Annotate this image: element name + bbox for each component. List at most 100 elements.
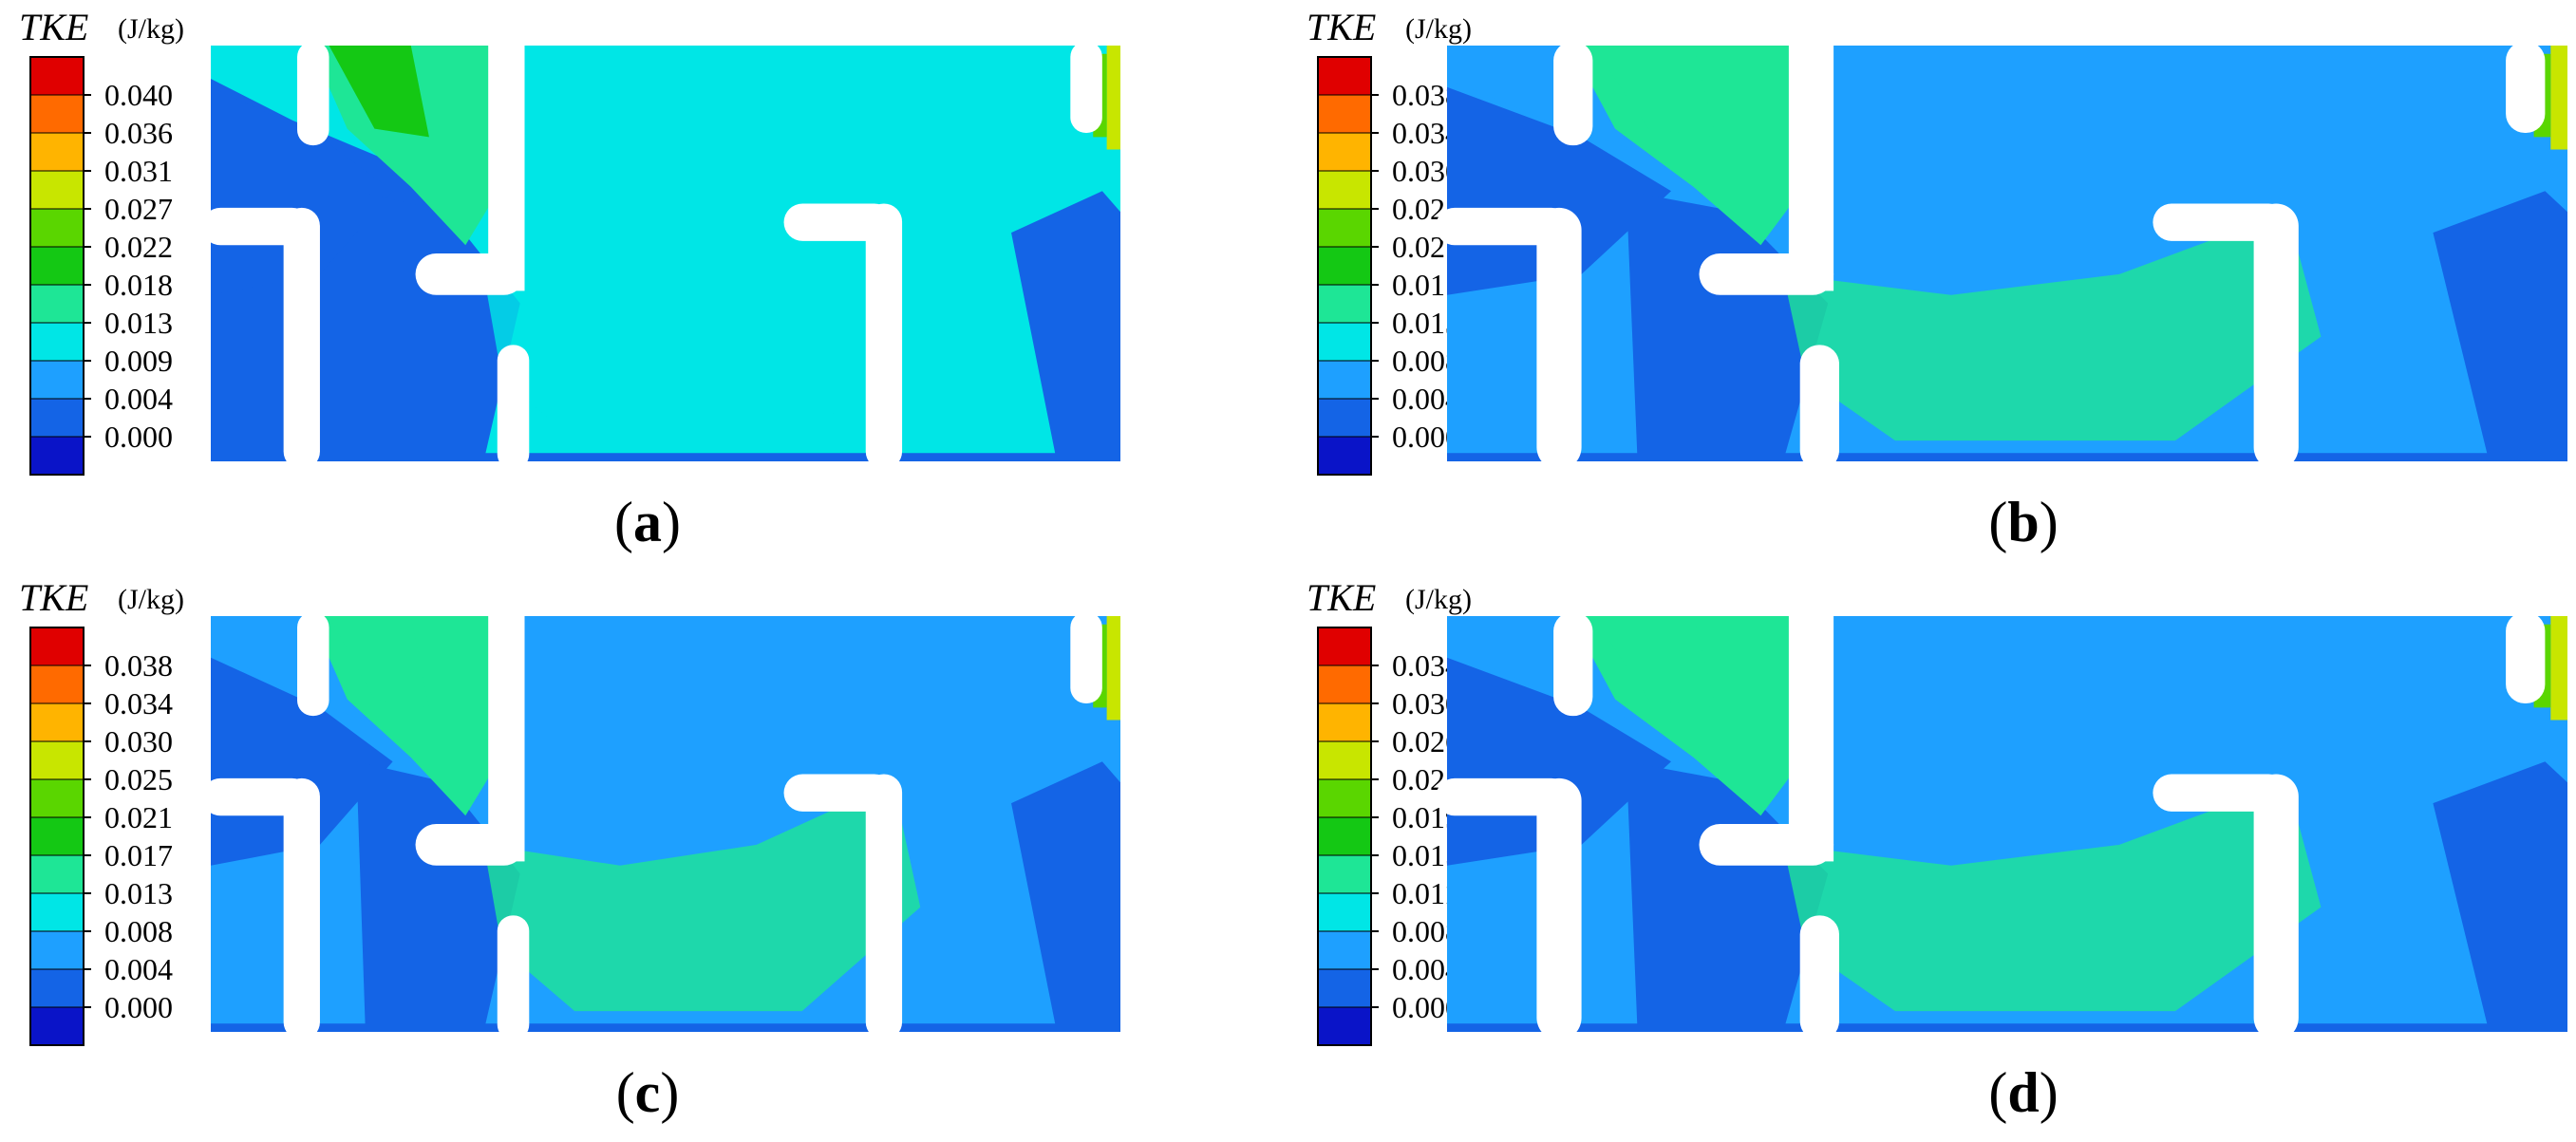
baffle-l1-stem xyxy=(283,777,320,1040)
colorbar-tick-label: 0.036 xyxy=(104,116,173,150)
colorbar-segment xyxy=(29,1006,85,1046)
legend-unit: (J/kg) xyxy=(118,584,184,615)
colorbar-segment xyxy=(1317,94,1372,134)
colorbar-segment xyxy=(1317,816,1372,856)
colorbar-tick-label: 0.022 xyxy=(104,230,173,264)
colorbar-tick-label: 0.018 xyxy=(104,268,173,302)
baffle-bottom xyxy=(497,915,530,1040)
colorbar-segment xyxy=(1317,246,1372,286)
colorbar-segment xyxy=(1317,665,1372,704)
colorbar-segment xyxy=(1317,322,1372,362)
colorbar-tick-label: 0.031 xyxy=(104,154,173,188)
colorbar-segment xyxy=(29,778,85,818)
colorbar-tick-label: 0.013 xyxy=(104,306,173,340)
colorbar-segment xyxy=(29,246,85,286)
colorbar-tick-label: 0.034 xyxy=(104,686,173,721)
baffle-l2-arm xyxy=(415,824,525,866)
colorbar-segment xyxy=(29,436,85,476)
colorbar-segment xyxy=(1317,740,1372,780)
high-tke-edge xyxy=(2550,46,2567,150)
colorbar-segment xyxy=(29,968,85,1008)
colorbar-frame xyxy=(1317,627,1372,1046)
colorbar-segment xyxy=(1317,968,1372,1008)
colorbar-segment xyxy=(29,284,85,324)
low-tke-region xyxy=(1011,761,1120,1032)
baffle-top-2 xyxy=(2506,41,2546,133)
colorbar-segment xyxy=(29,398,85,438)
baffle-l2-arm xyxy=(1699,824,1834,866)
colorbar-segment xyxy=(29,892,85,932)
baffle-l1-stem xyxy=(283,207,320,470)
colorbar-segment xyxy=(1317,360,1372,400)
baffle-bottom xyxy=(1799,915,1839,1040)
colorbar-segment xyxy=(1317,892,1372,932)
legend-unit: (J/kg) xyxy=(1405,13,1472,45)
colorbar-segment xyxy=(29,930,85,970)
baffle-l1-stem xyxy=(1536,777,1582,1040)
colorbar-segment xyxy=(1317,436,1372,476)
colorbar-segment xyxy=(29,740,85,780)
high-tke-region xyxy=(1592,46,1717,138)
colorbar-segment xyxy=(29,208,85,248)
caption-a: (a) xyxy=(614,491,681,553)
wall-band xyxy=(1447,453,2567,461)
colorbar-segment xyxy=(1317,284,1372,324)
wall-band xyxy=(211,453,1120,461)
mid-tke-region xyxy=(1783,782,2322,1012)
wall-band xyxy=(211,1023,1120,1032)
legend-unit: (J/kg) xyxy=(118,13,184,45)
colorbar-segment xyxy=(29,132,85,172)
colorbar-segment xyxy=(29,360,85,400)
contour-plot-b: TKE (J/kg)0.0380.0340.0300.0250.0210.0170… xyxy=(1307,6,2567,476)
colorbar-segment xyxy=(29,702,85,742)
baffle-l3-stem xyxy=(2253,203,2299,470)
colorbar-segment xyxy=(29,816,85,856)
wall-band xyxy=(1447,1023,2567,1032)
colorbar-tick-label: 0.004 xyxy=(104,952,173,986)
baffle-l2-arm xyxy=(1699,253,1834,295)
panel-a: TKE (J/kg) 0.040 0.036 0.031 0.027 0.022 0.018 0… xyxy=(0,0,1288,571)
colorbar-tick-label: 0.000 xyxy=(104,420,173,454)
colorbar-frame xyxy=(1317,56,1372,476)
contour-plot-a: TKE (J/kg) 0.040 0.036 0.031 0.027 0.022 0.018 0… xyxy=(19,6,1120,476)
colorbar-segment xyxy=(29,94,85,134)
baffle-l2-stem xyxy=(488,611,525,862)
field-a xyxy=(201,41,1120,470)
colorbar-tick-label: 0.008 xyxy=(104,914,173,948)
mid-tke-region xyxy=(1783,212,2322,441)
low-tke-region xyxy=(2433,761,2567,1032)
baffle-l2-arm xyxy=(415,253,525,295)
mid-tke-region xyxy=(483,782,921,1012)
baffle-top-1 xyxy=(297,41,329,146)
colorbar-segment xyxy=(1317,702,1372,742)
baffle-top-2 xyxy=(1070,611,1102,703)
baffle-l3-stem xyxy=(865,203,903,470)
colorbar-segment xyxy=(1317,56,1372,96)
baffle-top-2 xyxy=(2506,611,2546,703)
baffle-top-1 xyxy=(1553,611,1593,717)
field-b xyxy=(1436,41,2567,470)
baffle-l2-stem xyxy=(488,41,525,291)
panel-d: TKE (J/kg) 0.034 0.030 0.026 0.023 0.019 0.015 0… xyxy=(1288,571,2575,1141)
colorbar-segment xyxy=(1317,778,1372,818)
colorbar-segment xyxy=(1317,1006,1372,1046)
field-d xyxy=(1436,611,2567,1040)
caption-c: (c) xyxy=(615,1061,680,1124)
colorbar-tick-label: 0.025 xyxy=(104,762,173,796)
colorbar-frame xyxy=(29,627,85,1046)
colorbar-segment xyxy=(1317,398,1372,438)
colorbar-d: TKE (J/kg)0.0340.0300.0260.0230.0190.0150… xyxy=(1307,576,1472,1046)
colorbar-segment xyxy=(29,854,85,894)
colorbar-tick-label: 0.017 xyxy=(104,838,173,872)
colorbar-segment xyxy=(29,170,85,210)
colorbar-segment xyxy=(1317,930,1372,970)
field-c xyxy=(201,611,1120,1040)
baffle-l1-stem xyxy=(1536,207,1582,470)
colorbar-segment xyxy=(29,322,85,362)
high-tke-region xyxy=(329,616,429,708)
high-tke-edge xyxy=(1106,616,1120,721)
colorbar-segment xyxy=(1317,854,1372,894)
colorbar-tick-label: 0.027 xyxy=(104,192,173,226)
